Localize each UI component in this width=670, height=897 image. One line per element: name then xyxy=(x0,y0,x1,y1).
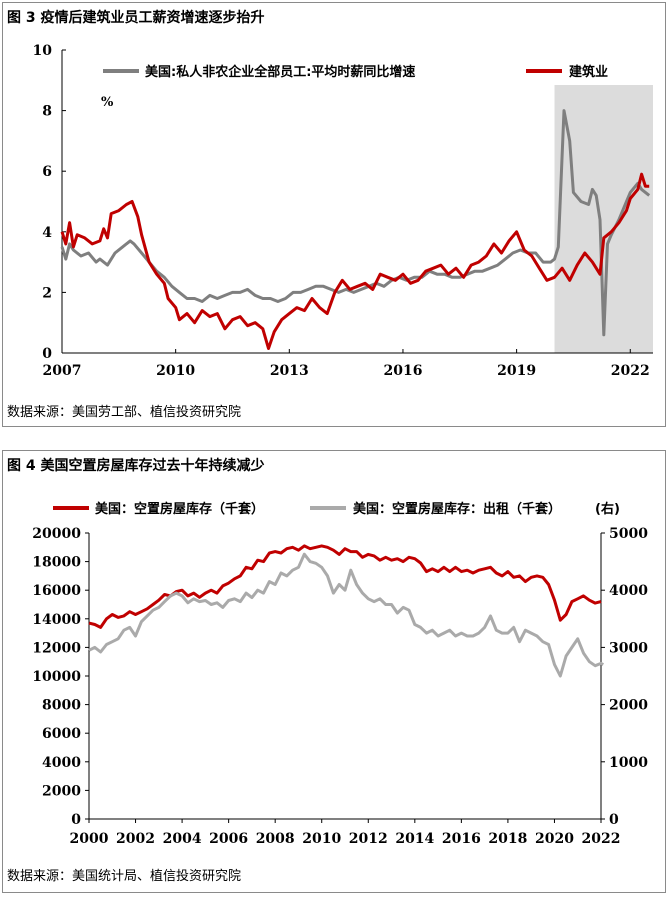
y-tick-label: 6000 xyxy=(42,726,81,742)
y2-tick-label: 2000 xyxy=(609,698,648,714)
x-tick-label: 2018 xyxy=(488,831,527,847)
x-tick-label: 2020 xyxy=(535,831,574,847)
y2-tick-label: 0 xyxy=(609,812,619,828)
y-tick-label: 4000 xyxy=(42,755,81,771)
y-tick-label: 12000 xyxy=(32,640,81,656)
y-tick-label: 20000 xyxy=(32,526,81,542)
x-tick-label: 2012 xyxy=(349,831,388,847)
figure-source: 数据来源：美国劳工部、植信投资研究院 xyxy=(7,405,242,420)
x-tick-label: 2004 xyxy=(163,831,202,847)
y-tick-label: 2000 xyxy=(42,783,81,799)
y-tick-label: 14000 xyxy=(32,612,81,628)
unit-label: % xyxy=(101,95,114,110)
y-tick-label: 0 xyxy=(71,812,81,828)
x-tick-label: 2000 xyxy=(70,831,109,847)
y2-tick-label: 1000 xyxy=(609,755,648,771)
y-tick-label: 18000 xyxy=(32,555,81,571)
y-tick-label: 8000 xyxy=(42,698,81,714)
x-tick-label: 2008 xyxy=(256,831,295,847)
y-tick-label: 4 xyxy=(42,225,52,241)
x-tick-label: 2007 xyxy=(43,363,82,379)
y-tick-label: 0 xyxy=(42,346,52,362)
x-tick-label: 2016 xyxy=(442,831,481,847)
figure-title: 图 4 美国空置房屋库存过去十年持续减少 xyxy=(7,458,265,474)
y-tick-label: 2 xyxy=(42,285,52,301)
x-tick-label: 2013 xyxy=(270,363,309,379)
x-tick-label: 2014 xyxy=(395,831,434,847)
legend-label: 建筑业 xyxy=(569,64,608,80)
x-tick-label: 2016 xyxy=(383,363,422,379)
vacant-housing-chart: 0200040006000800010000120001400016000180… xyxy=(32,501,648,847)
legend-label: 美国：空置房屋库存（千套） xyxy=(95,501,264,517)
y2-tick-label: 3000 xyxy=(609,640,648,656)
series-line-construction xyxy=(60,172,650,350)
x-tick-label: 2019 xyxy=(497,363,536,379)
x-tick-label: 2006 xyxy=(209,831,248,847)
y-tick-label: 8 xyxy=(42,104,52,120)
y-tick-label: 16000 xyxy=(32,583,81,599)
y2-tick-label: 4000 xyxy=(609,583,648,599)
legend-label: 美国：空置房屋库存：出租（千套） xyxy=(353,501,561,517)
y-tick-label: 6 xyxy=(42,164,52,180)
legend-label: 美国:私人非农企业全部员工:平均时薪同比增速 xyxy=(145,64,415,80)
figure-title: 图 3 疫情后建筑业员工薪资增速逐步抬升 xyxy=(7,10,265,26)
figure-panel-3: 图 3 疫情后建筑业员工薪资增速逐步抬升 0 2 4 6 8 10 2007 2010 2013… xyxy=(2,2,666,427)
y-tick-label: 10 xyxy=(33,43,53,59)
figure-panel-4: 图 4 美国空置房屋库存过去十年持续减少 0 2000 4000 6000 8000 10… xyxy=(2,450,666,893)
x-tick-label: 2010 xyxy=(302,831,341,847)
x-tick-label: 2022 xyxy=(582,831,621,847)
wage-growth-chart: 0 2 4 6 8 10 2007 2010 2013 2016 2019 2022% 美国:私人非农企… xyxy=(33,43,653,379)
x-tick-label: 2010 xyxy=(156,363,195,379)
x-tick-label: 2022 xyxy=(611,363,650,379)
x-tick-label: 2002 xyxy=(116,831,155,847)
figure-source: 数据来源：美国统计局、植信投资研究院 xyxy=(7,869,242,884)
right-axis-label: (右) xyxy=(595,501,620,517)
series-line-vacant-rental xyxy=(88,552,604,678)
y2-tick-label: 5000 xyxy=(609,526,648,542)
y-tick-label: 10000 xyxy=(32,669,81,685)
